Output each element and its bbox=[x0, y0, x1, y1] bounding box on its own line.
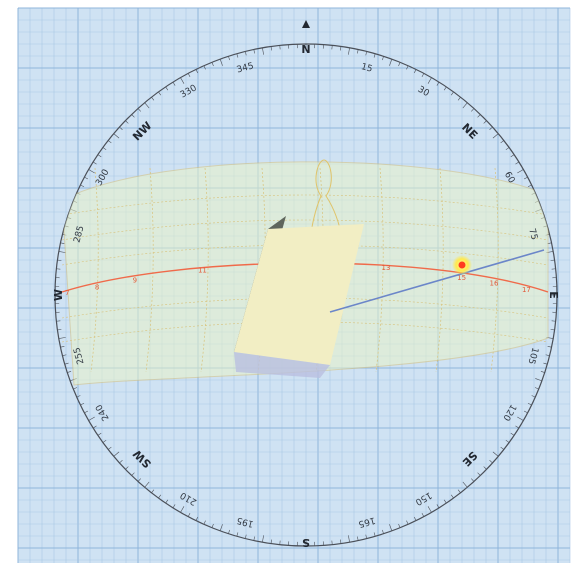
degree-ticks bbox=[55, 44, 557, 546]
hour-label: 8 bbox=[95, 283, 99, 291]
hour-label: 11 bbox=[198, 266, 207, 274]
cardinal-label-east: E bbox=[547, 291, 560, 299]
cardinal-labels: N E S W bbox=[52, 43, 560, 549]
degree-label: 255 bbox=[72, 346, 86, 365]
degree-labels: 1530607510512015016519521024025528530033… bbox=[72, 61, 539, 528]
sun-marker[interactable] bbox=[452, 255, 472, 275]
building-model[interactable] bbox=[234, 216, 364, 378]
hour-label: 13 bbox=[382, 264, 391, 272]
degree-label: 285 bbox=[72, 225, 86, 244]
north-arrow-icon bbox=[302, 20, 310, 28]
sun-ray-line bbox=[329, 249, 545, 313]
cardinal-label-west: W bbox=[52, 289, 65, 301]
degree-label: 75 bbox=[526, 227, 539, 241]
cardinal-label-south: S bbox=[302, 536, 310, 549]
hour-label: 16 bbox=[490, 280, 499, 288]
degree-label: 345 bbox=[236, 61, 255, 75]
hour-label: 7 bbox=[65, 289, 69, 297]
degree-label: 15 bbox=[360, 62, 374, 75]
hour-label: 17 bbox=[522, 286, 531, 294]
building-top-face bbox=[234, 224, 364, 365]
degree-label: 195 bbox=[236, 514, 255, 528]
hour-label: 15 bbox=[457, 274, 466, 282]
building-shadow bbox=[234, 352, 330, 378]
cardinal-label-north: N bbox=[301, 43, 310, 56]
degree-label: 105 bbox=[525, 346, 539, 365]
degree-label: 165 bbox=[357, 514, 376, 528]
hour-label: 9 bbox=[133, 276, 137, 284]
